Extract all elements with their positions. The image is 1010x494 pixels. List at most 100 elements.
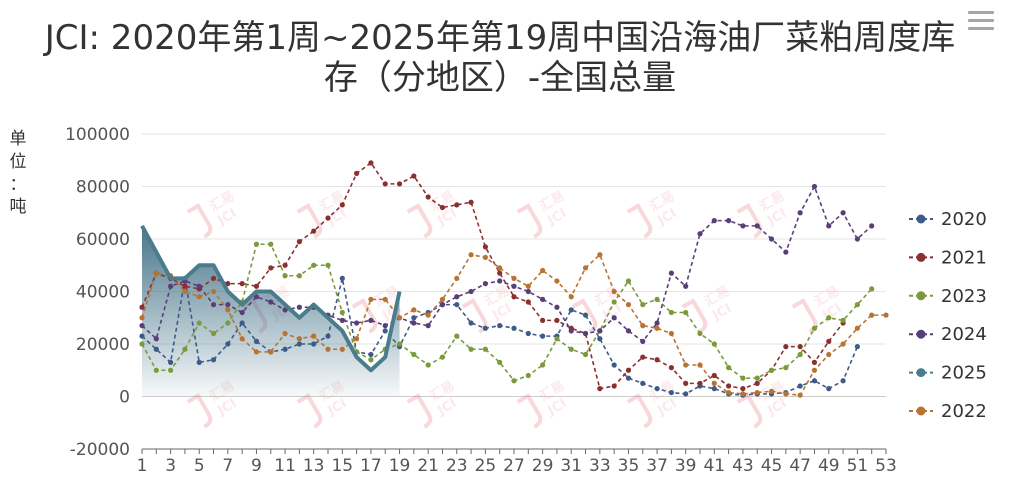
data-point-2020 [640, 380, 646, 386]
watermark-logo-mark [516, 393, 543, 429]
legend-swatch-dot [916, 291, 926, 301]
data-point-2024 [768, 236, 775, 242]
data-point-2022 [540, 267, 546, 274]
data-point-2023 [840, 317, 846, 323]
data-point-2022 [869, 312, 875, 318]
series-2022 [139, 252, 889, 398]
data-point-2024 [168, 283, 174, 289]
data-point-2020 [511, 325, 517, 331]
data-point-2024 [726, 218, 732, 224]
data-point-2020 [582, 312, 589, 318]
data-point-2024 [811, 183, 818, 190]
data-point-2024 [296, 304, 302, 310]
data-point-2024 [625, 328, 632, 334]
data-point-2024 [354, 320, 360, 326]
data-point-2023 [268, 241, 274, 247]
x-tick-label: 9 [251, 456, 262, 476]
data-point-2023 [196, 320, 202, 326]
data-point-2022 [497, 265, 503, 271]
legend-item-2023[interactable]: 2023 [909, 286, 987, 307]
series-line-2025 [140, 224, 402, 373]
data-point-2022 [611, 288, 617, 295]
data-point-2020 [311, 341, 317, 347]
legend-item-2021[interactable]: 2021 [909, 247, 987, 268]
watermark-logo-mark [461, 298, 488, 334]
data-point-2023 [826, 315, 832, 321]
data-point-2023 [654, 296, 660, 302]
data-point-2024 [554, 304, 560, 310]
data-point-2024 [568, 328, 574, 334]
data-point-2020 [854, 344, 860, 350]
data-point-2024 [683, 283, 689, 289]
data-point-2021 [253, 283, 260, 289]
data-point-2020 [840, 378, 846, 384]
legend-item-2024[interactable]: 2024 [909, 324, 987, 345]
data-point-2024 [497, 278, 503, 284]
data-point-2021 [439, 204, 446, 211]
data-point-2023 [368, 357, 374, 363]
data-point-2024 [668, 270, 674, 276]
data-point-2021 [654, 357, 660, 363]
legend-swatch-dot [916, 368, 926, 378]
data-point-2022 [382, 296, 388, 302]
series-lines [139, 160, 889, 398]
data-point-2022 [311, 333, 317, 339]
watermark-logo-mark [626, 203, 653, 239]
data-point-2023 [153, 367, 159, 373]
data-point-2022 [883, 312, 889, 318]
data-point-2021 [783, 344, 789, 350]
legend-item-2025[interactable]: 2025 [909, 363, 987, 384]
watermark-logo-mark [406, 203, 433, 239]
data-point-2021 [540, 317, 546, 323]
watermark-logo-mark [736, 203, 763, 239]
data-point-2024 [411, 320, 417, 326]
data-point-2021 [668, 365, 674, 371]
series-2025 [140, 224, 402, 373]
data-point-2021 [611, 383, 617, 389]
data-point-2023 [325, 262, 331, 268]
legend-item-2020[interactable]: 2020 [909, 209, 987, 230]
y-axis-title-char: 单 [10, 129, 27, 149]
data-point-2022 [854, 325, 860, 331]
data-point-2024 [153, 336, 159, 342]
data-point-2020 [525, 330, 531, 337]
legend-item-2022[interactable]: 2022 [909, 401, 987, 422]
watermark-logo-mark [736, 393, 763, 429]
watermark-logo-mark [571, 298, 598, 334]
data-point-2022 [225, 307, 231, 313]
x-tick-label: 15 [331, 456, 353, 476]
data-point-2022 [482, 254, 488, 260]
hamburger-menu-icon[interactable] [964, 6, 998, 36]
data-point-2022 [797, 392, 803, 398]
x-tick-label: 11 [274, 456, 296, 476]
data-point-2022 [439, 296, 446, 302]
data-point-2022 [711, 380, 717, 386]
data-point-2021 [239, 281, 245, 287]
data-point-2021 [225, 281, 231, 287]
data-point-2022 [325, 346, 331, 352]
watermark-logo-mark [626, 393, 653, 429]
x-tick-label: 23 [446, 456, 468, 476]
data-point-2022 [597, 252, 603, 258]
data-point-2023 [482, 346, 488, 352]
data-point-2024 [869, 223, 875, 229]
data-point-2023 [726, 365, 732, 371]
data-point-2024 [239, 309, 245, 316]
y-tick-label: -20000 [70, 440, 130, 460]
data-point-2021 [511, 294, 517, 300]
data-point-2023 [182, 346, 188, 352]
data-point-2021 [425, 194, 431, 200]
data-point-2020 [597, 336, 603, 342]
data-point-2024 [468, 288, 474, 295]
data-point-2022 [625, 302, 632, 308]
data-point-2021 [368, 160, 374, 166]
data-point-2020 [339, 275, 345, 281]
x-tick-label: 45 [761, 456, 783, 476]
y-tick-label: 0 [119, 388, 130, 408]
data-point-2022 [640, 323, 646, 329]
data-point-2022 [339, 346, 345, 352]
